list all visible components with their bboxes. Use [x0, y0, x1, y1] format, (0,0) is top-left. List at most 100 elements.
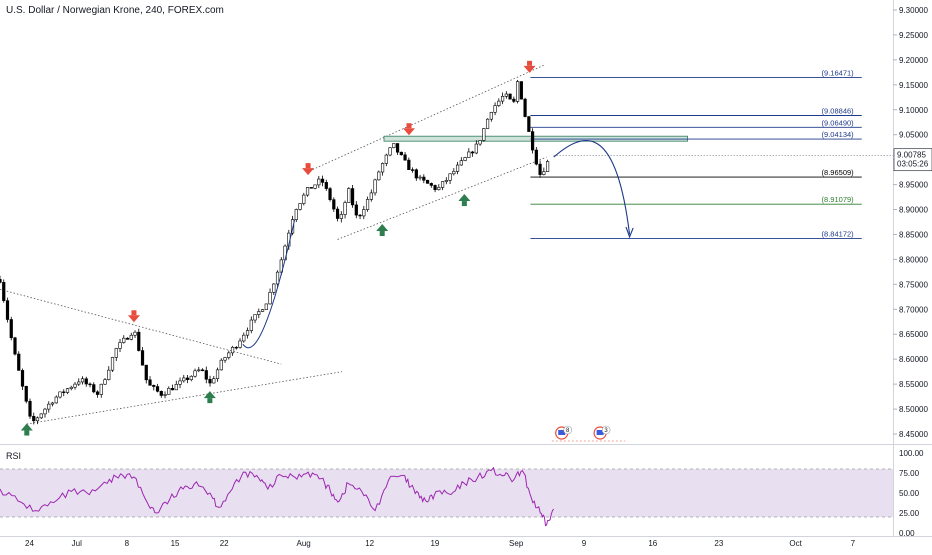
candle-body — [88, 383, 92, 386]
price-tick-label: 9.15000 — [899, 81, 928, 90]
countdown-label: 03:05:26 — [897, 160, 929, 169]
candle-body — [249, 319, 253, 331]
fib-level-label: (9.06490) — [822, 118, 855, 127]
candle-body — [388, 147, 392, 156]
rsi-tick-label: 50.00 — [899, 489, 920, 498]
candle-body — [313, 184, 317, 189]
candle-body — [414, 169, 418, 179]
up-arrow-head — [376, 223, 389, 231]
flag-icon-fill — [596, 430, 604, 435]
up-arrow-head — [458, 194, 471, 202]
candle-body — [129, 334, 133, 340]
candle-body — [422, 176, 426, 181]
rsi-tick-label: 0.00 — [899, 529, 915, 538]
price-tick-label: 8.75000 — [899, 280, 928, 289]
time-tick-label: Oct — [789, 539, 802, 548]
down-arrow-head — [523, 65, 536, 73]
candle-body — [482, 128, 486, 141]
time-tick-label: 8 — [125, 539, 130, 548]
event-badge: 3 — [593, 425, 611, 440]
candle-body — [174, 384, 178, 391]
candle-body — [133, 331, 137, 336]
candle-body — [478, 140, 482, 145]
candle-body — [497, 100, 501, 106]
candle-body — [523, 98, 527, 117]
candle-body — [152, 385, 156, 387]
candle-body — [508, 93, 512, 100]
down-arrow-stem — [527, 60, 533, 66]
candle-body — [538, 163, 542, 175]
price-tick-label: 9.25000 — [899, 31, 928, 40]
candle-body — [39, 413, 43, 419]
badge-count-bg — [601, 425, 611, 435]
candle-body — [245, 330, 250, 336]
candle-body — [20, 370, 25, 387]
candle-body — [208, 378, 212, 384]
candle-body — [193, 370, 197, 377]
candle-body — [178, 380, 182, 385]
candle-body — [140, 350, 145, 366]
candle-body — [467, 151, 471, 158]
candle-body — [309, 187, 313, 189]
candle-body — [527, 116, 531, 132]
candle-body — [358, 214, 362, 217]
candle-body — [437, 187, 441, 190]
candle-body — [227, 352, 231, 358]
candle-body — [197, 369, 201, 372]
candle-body — [339, 214, 343, 219]
badge-count: 3 — [604, 428, 608, 434]
candle-body — [35, 417, 40, 422]
rsi-line — [0, 466, 555, 527]
candle-body — [272, 283, 276, 293]
candle-body — [148, 379, 152, 386]
down-arrow — [127, 310, 140, 323]
up-arrow-stem — [379, 230, 385, 236]
candle-body — [32, 415, 36, 422]
candle-body — [493, 105, 497, 113]
candle-body — [395, 143, 400, 153]
candle-body — [542, 171, 546, 175]
candle-body — [215, 369, 220, 379]
candle-body — [2, 282, 6, 301]
candle-body — [474, 143, 478, 154]
up-arrow-stem — [461, 201, 467, 207]
up-arrow — [376, 223, 389, 236]
rsi-label: RSI — [6, 451, 22, 461]
candle-body — [77, 381, 81, 385]
candle-body — [380, 163, 385, 173]
down-arrow — [523, 60, 536, 73]
current-price-label: 9.00785 — [897, 151, 926, 160]
candle-body — [62, 391, 66, 393]
price-tick-label: 8.70000 — [899, 305, 928, 314]
candle-body — [212, 378, 216, 384]
down-arrow-stem — [406, 123, 412, 129]
candle-body — [335, 208, 340, 219]
candle-body — [410, 169, 415, 171]
price-tick-label: 8.80000 — [899, 255, 928, 264]
candle-body — [320, 178, 325, 183]
candle-body — [275, 271, 280, 285]
time-tick-label: 19 — [430, 539, 439, 548]
time-tick-label: 24 — [25, 539, 34, 548]
candle-body — [9, 319, 13, 339]
price-tick-label: 8.60000 — [899, 355, 928, 364]
up-arrow — [458, 194, 471, 207]
time-tick-label: 7 — [851, 539, 856, 548]
price-tick-label: 8.55000 — [899, 380, 928, 389]
candle-body — [28, 400, 32, 417]
candle-body — [369, 192, 373, 200]
candle-body — [429, 183, 433, 186]
candle-body — [463, 157, 467, 161]
projection-curve-early — [242, 219, 296, 349]
candle-body — [305, 187, 310, 196]
candle-body — [485, 118, 490, 129]
projection-arrowhead — [625, 226, 634, 239]
candle-body — [459, 160, 463, 166]
candle-body — [343, 202, 347, 215]
badge-count-bg — [563, 425, 572, 435]
down-arrow-stem — [305, 163, 311, 169]
time-tick-label: 16 — [648, 539, 657, 548]
